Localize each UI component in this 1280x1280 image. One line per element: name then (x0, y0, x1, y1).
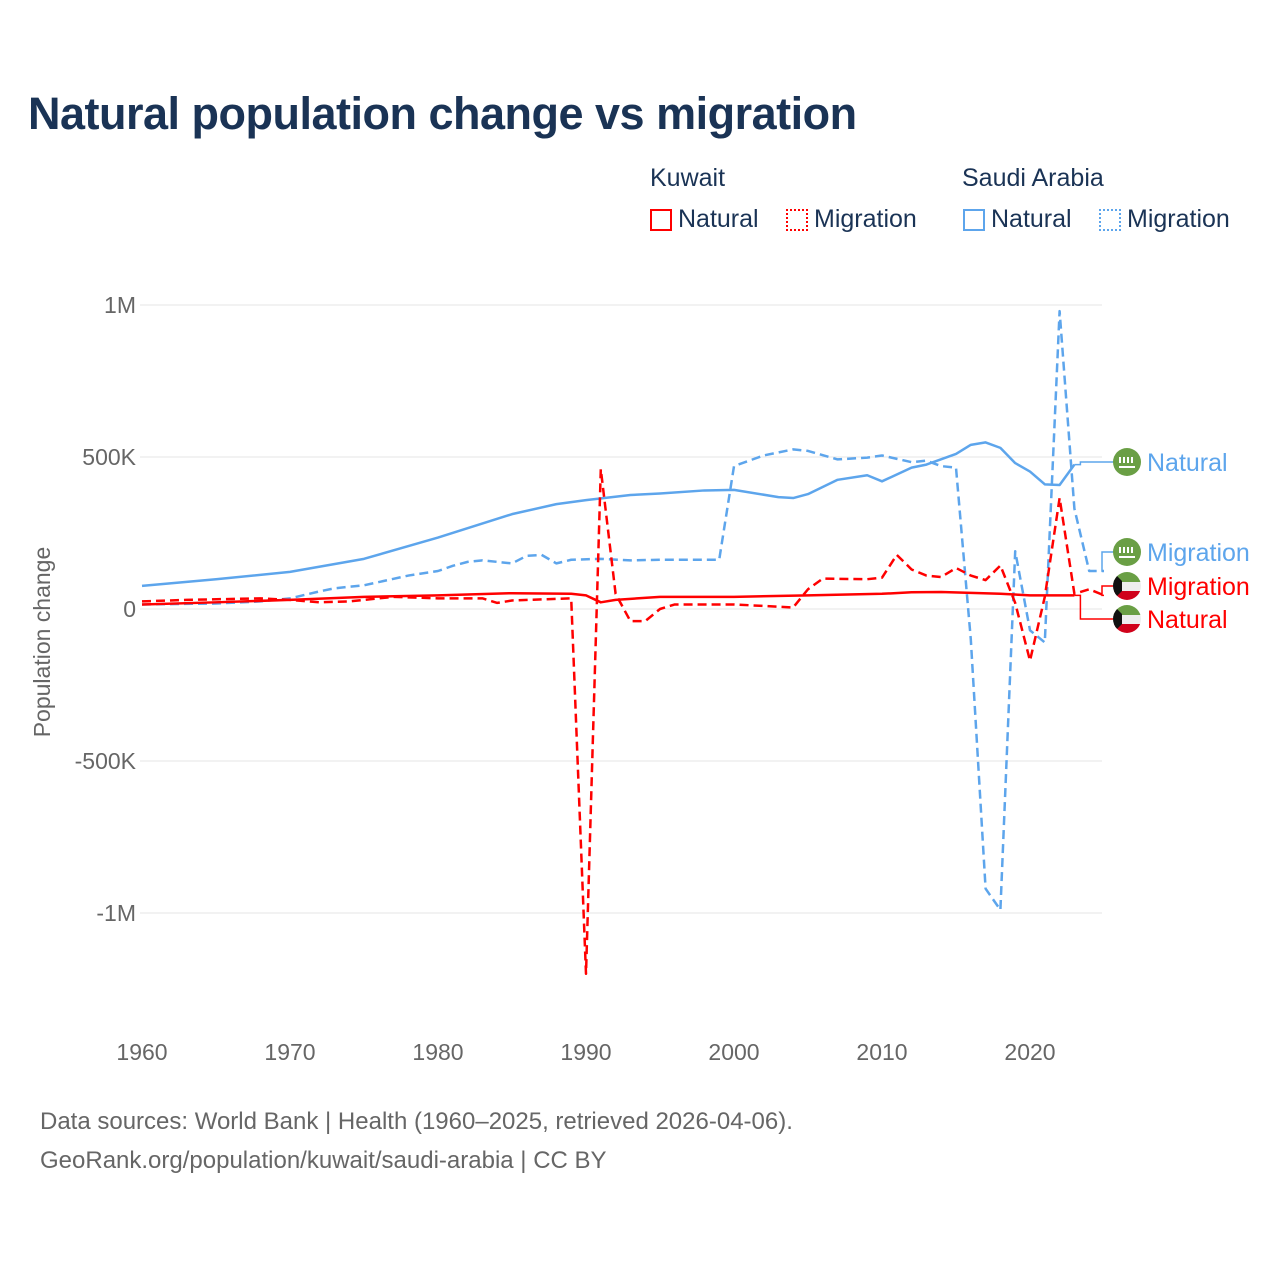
end-label: Migration (1147, 573, 1250, 601)
x-tick-label: 1980 (412, 1039, 463, 1065)
saudi-arabia-flag-icon (1113, 538, 1141, 566)
x-tick-label: 1990 (560, 1039, 611, 1065)
label-connector (1074, 594, 1114, 620)
y-tick-label: 0 (123, 596, 136, 622)
x-tick-label: 1960 (116, 1039, 167, 1065)
x-tick-label: 2000 (708, 1039, 759, 1065)
footer-sources: Data sources: World Bank | Health (1960–… (40, 1108, 793, 1135)
label-connector (1074, 461, 1114, 466)
series-line-saudi-arabia-natural[interactable] (141, 441, 1076, 588)
y-axis-label: Population change (29, 547, 55, 738)
legend-label: Migration (814, 205, 917, 233)
kuwait-flag-icon (1113, 605, 1141, 633)
chart-title: Natural population change vs migration (28, 88, 857, 139)
x-tick-label: 2020 (1004, 1039, 1055, 1065)
legend-label: Natural (678, 205, 759, 233)
end-label: Migration (1147, 539, 1250, 567)
x-tick-label: 2010 (856, 1039, 907, 1065)
x-tick-label: 1970 (264, 1039, 315, 1065)
legend-kuwait-natural[interactable]: Natural (650, 205, 759, 234)
y-tick-label: 500K (82, 444, 136, 470)
legend-saudi-migration[interactable]: Migration (1099, 205, 1230, 234)
y-tick-label: 1M (104, 292, 136, 318)
series-line-kuwait-natural[interactable] (141, 590, 1075, 606)
y-tick-label: -1M (96, 900, 136, 926)
series-line-saudi-arabia-migration[interactable] (141, 309, 1104, 912)
end-label: Natural (1147, 449, 1228, 477)
footer-link[interactable]: GeoRank.org/population/kuwait/saudi-arab… (40, 1147, 607, 1174)
y-tick-label: -500K (75, 748, 137, 774)
legend-kuwait-migration[interactable]: Migration (786, 205, 917, 234)
legend-label: Migration (1127, 205, 1230, 233)
saudi-arabia-flag-icon (1113, 448, 1141, 476)
legend-saudi-natural[interactable]: Natural (963, 205, 1072, 234)
label-connector (1101, 585, 1114, 597)
legend-label: Natural (991, 205, 1072, 233)
series-line-kuwait-migration[interactable] (141, 467, 1105, 976)
end-label: Natural (1147, 606, 1228, 634)
kuwait-flag-icon (1113, 572, 1141, 600)
label-connector (1101, 551, 1114, 572)
legend-group-kuwait: Kuwait (650, 164, 726, 192)
legend-group-saudi-arabia: Saudi Arabia (962, 164, 1104, 192)
